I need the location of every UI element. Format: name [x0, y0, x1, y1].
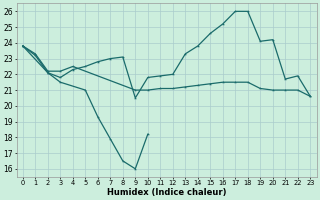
X-axis label: Humidex (Indice chaleur): Humidex (Indice chaleur) [107, 188, 226, 197]
